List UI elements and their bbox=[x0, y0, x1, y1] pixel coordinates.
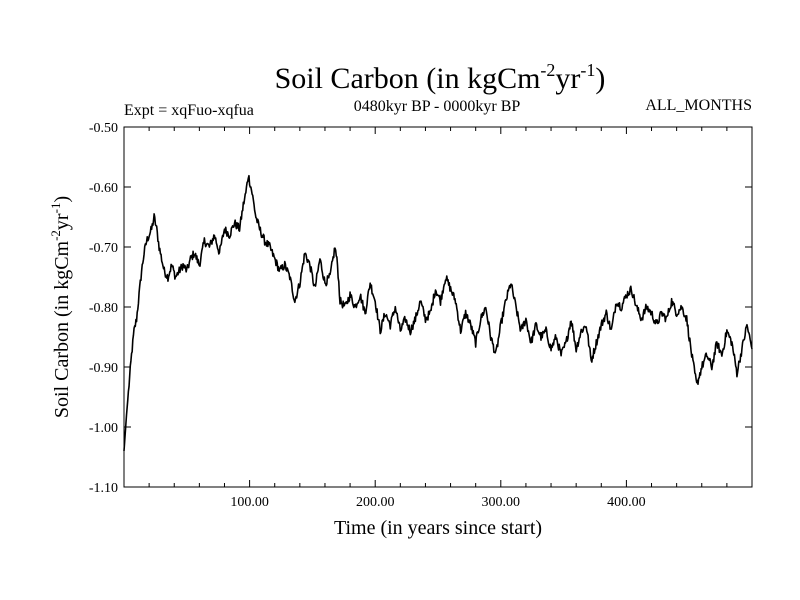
chart-title-sup2: -1 bbox=[580, 60, 595, 80]
y-tick-label: -0.90 bbox=[89, 361, 118, 376]
y-tick-label: -0.80 bbox=[89, 301, 118, 316]
y-axis-label-mid: yr bbox=[51, 213, 73, 230]
chart-title-main: Soil Carbon (in kgCm bbox=[275, 62, 541, 95]
x-tick-label: 100.00 bbox=[230, 495, 269, 510]
y-axis-ticks: -1.10 -1.00 -0.90 -0.80 -0.70 -0.60 -0.50 bbox=[89, 121, 752, 496]
expt-label: Expt = xqFuo-xqfua bbox=[124, 102, 254, 119]
plot-frame bbox=[123, 126, 753, 488]
y-tick-label: -0.70 bbox=[89, 241, 118, 256]
chart-title-end: ) bbox=[595, 62, 605, 95]
y-axis-label-end: ) bbox=[51, 196, 73, 203]
y-tick-label: -1.10 bbox=[89, 481, 118, 496]
y-axis-label: Soil Carbon (in kgCm-2yr-1) bbox=[48, 196, 73, 418]
y-tick-label: -1.00 bbox=[89, 421, 118, 436]
y-axis-label-sup2: -1 bbox=[48, 203, 63, 214]
chart-title-sup1: -2 bbox=[540, 60, 555, 80]
x-axis-label: Time (in years since start) bbox=[334, 517, 542, 539]
y-axis-label-main: Soil Carbon (in kgCm bbox=[51, 240, 73, 418]
x-tick-label: 300.00 bbox=[482, 495, 521, 510]
months-label: ALL_MONTHS bbox=[645, 97, 752, 114]
x-axis-ticks: 100.00 200.00 300.00 400.00 bbox=[148, 127, 728, 510]
y-axis-label-sup1: -2 bbox=[48, 230, 63, 241]
chart-title-mid: yr bbox=[555, 62, 580, 95]
chart-title: Soil Carbon (in kgCm-2yr-1) bbox=[275, 60, 606, 95]
y-tick-label: -0.50 bbox=[89, 121, 118, 136]
period-label: 0480kyr BP - 0000kyr BP bbox=[354, 98, 521, 115]
x-tick-label: 400.00 bbox=[607, 495, 646, 510]
soil-carbon-series-line bbox=[123, 174, 753, 452]
x-tick-label: 200.00 bbox=[356, 495, 395, 510]
y-tick-label: -0.60 bbox=[89, 181, 118, 196]
